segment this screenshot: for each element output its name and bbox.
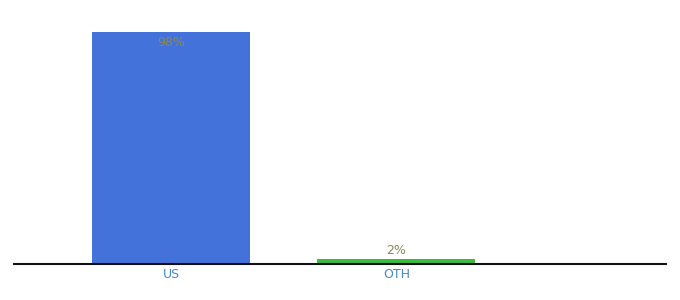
Bar <box>318 259 475 264</box>
Bar <box>92 32 250 264</box>
Text: 2%: 2% <box>386 244 406 257</box>
Text: 98%: 98% <box>157 36 185 49</box>
